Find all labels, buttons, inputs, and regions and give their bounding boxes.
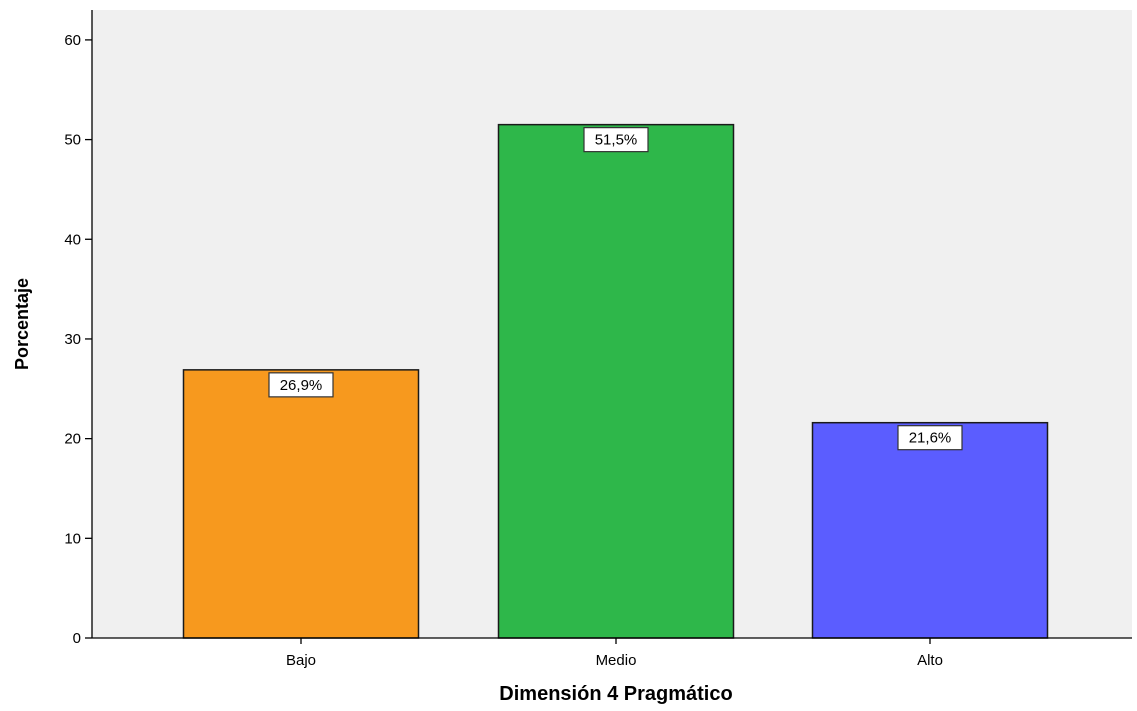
bar-bajo — [182, 369, 420, 639]
data-label-box-alto — [897, 425, 963, 451]
bar-alto — [811, 421, 1049, 639]
data-label-box-bajo — [268, 372, 334, 398]
data-labels-layer: 26,9% 51,5% 21,6% — [268, 127, 963, 451]
y-tick-label-20: 20 — [64, 431, 81, 448]
y-ticks-layer: 0 10 20 30 40 50 60 — [64, 32, 92, 647]
y-tick-label-40: 40 — [64, 231, 81, 248]
y-tick-label-10: 10 — [64, 530, 81, 547]
bars-layer — [182, 123, 1049, 639]
x-ticks-layer: Bajo Medio Alto — [286, 638, 943, 669]
y-tick-label-0: 0 — [73, 630, 81, 647]
y-tick-label-60: 60 — [64, 32, 81, 49]
bar-medio — [497, 123, 735, 639]
data-label-bajo: 26,9% — [280, 377, 323, 394]
y-tick-label-30: 30 — [64, 331, 81, 348]
x-axis-title: Dimensión 4 Pragmático — [499, 683, 732, 705]
x-tick-label-bajo: Bajo — [286, 652, 316, 669]
x-tick-label-alto: Alto — [917, 652, 943, 669]
data-label-box-medio — [583, 127, 649, 153]
y-axis-title: Porcentaje — [12, 278, 32, 370]
x-tick-label-medio: Medio — [596, 652, 637, 669]
y-tick-label-50: 50 — [64, 132, 81, 149]
data-label-alto: 21,6% — [909, 430, 952, 447]
data-label-medio: 51,5% — [595, 132, 638, 149]
